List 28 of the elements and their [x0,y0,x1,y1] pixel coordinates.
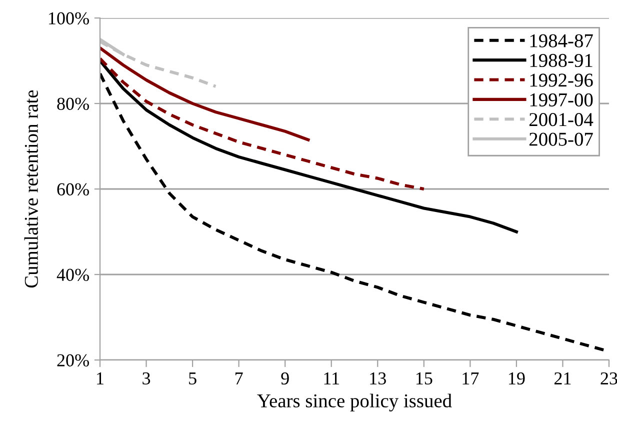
legend-label: 1997-00 [530,93,593,106]
y-axis-title: Cumulative retention rate [24,90,38,288]
legend-label: 2005-07 [529,132,593,146]
legend-label: 1988-91 [530,54,592,68]
x-tick-label: 13 [370,372,386,385]
x-tick-label: 11 [324,372,339,384]
y-tick-label: 20% [57,354,89,366]
x-tick-label: 1 [97,372,104,384]
legend-label: 1984-87 [530,34,593,48]
x-tick-label: 23 [600,372,617,385]
x-tick-label: 9 [281,372,289,385]
x-tick-label: 15 [416,372,432,385]
y-tick-label: 40% [56,268,89,281]
y-tick-label: 60% [57,183,89,196]
legend-label: 2001-04 [529,113,594,126]
y-tick-label: 80% [57,98,89,110]
x-tick-label: 7 [235,372,243,384]
line-series [100,46,310,142]
line-series [100,59,518,234]
x-tick-label: 5 [189,372,196,385]
legend-label: 1992-96 [530,74,593,87]
x-axis-title: Years since policy issued [257,394,452,412]
x-tick-label: 21 [554,372,571,384]
x-tick-label: 19 [509,372,525,385]
y-tick-label: 100% [49,12,89,24]
x-tick-label: 3 [142,372,150,385]
line-series [100,57,426,191]
x-tick-label: 17 [462,372,479,384]
